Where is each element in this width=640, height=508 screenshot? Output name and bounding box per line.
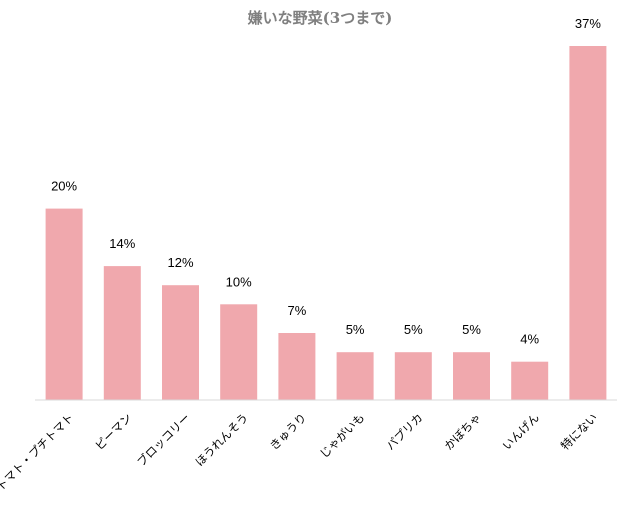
bar-8: [511, 361, 549, 400]
category-label-4: きゅうり: [267, 410, 309, 452]
bar-7: [453, 352, 490, 400]
data-label-3: 10%: [226, 274, 252, 289]
bar-6: [394, 352, 432, 400]
data-labels-group: 20% 14% 12% 10% 7% 5% 5% 5% 4% 37%: [51, 16, 601, 347]
category-labels-group: トマト・プチトマト ピーマン ブロッコリー ほうれんそう きゅうり じゃがいも パプリカ かぼ…: [0, 410, 600, 493]
data-label-9: 37%: [575, 16, 601, 31]
category-label-7: かぼちゃ: [441, 410, 483, 452]
bar-9: [569, 46, 607, 400]
data-label-8: 4%: [520, 332, 539, 347]
bar-2: [162, 285, 199, 400]
bar-4: [278, 333, 316, 400]
chart-title: 嫌いな野菜(3つまで): [247, 9, 393, 27]
category-label-2: ブロッコリー: [134, 410, 193, 469]
data-label-0: 20%: [51, 179, 77, 194]
category-label-3: ほうれんそう: [192, 410, 251, 469]
data-label-7: 5%: [462, 322, 481, 337]
bar-5: [336, 352, 374, 400]
category-label-5: じゃがいも: [317, 410, 368, 461]
bars-group: [45, 46, 607, 400]
category-label-6: パプリカ: [383, 410, 425, 452]
category-label-9: 特にない: [558, 410, 600, 452]
data-label-2: 12%: [167, 255, 193, 270]
bar-0: [45, 208, 83, 400]
data-label-1: 14%: [109, 236, 135, 251]
data-label-5: 5%: [346, 322, 365, 337]
bar-3: [220, 304, 258, 400]
bar-1: [103, 266, 141, 400]
data-label-4: 7%: [288, 303, 307, 318]
data-label-6: 5%: [404, 322, 423, 337]
category-label-8: いんげん: [500, 410, 542, 452]
category-label-0: トマト・プチトマト: [0, 410, 76, 493]
category-label-1: ピーマン: [92, 410, 134, 452]
